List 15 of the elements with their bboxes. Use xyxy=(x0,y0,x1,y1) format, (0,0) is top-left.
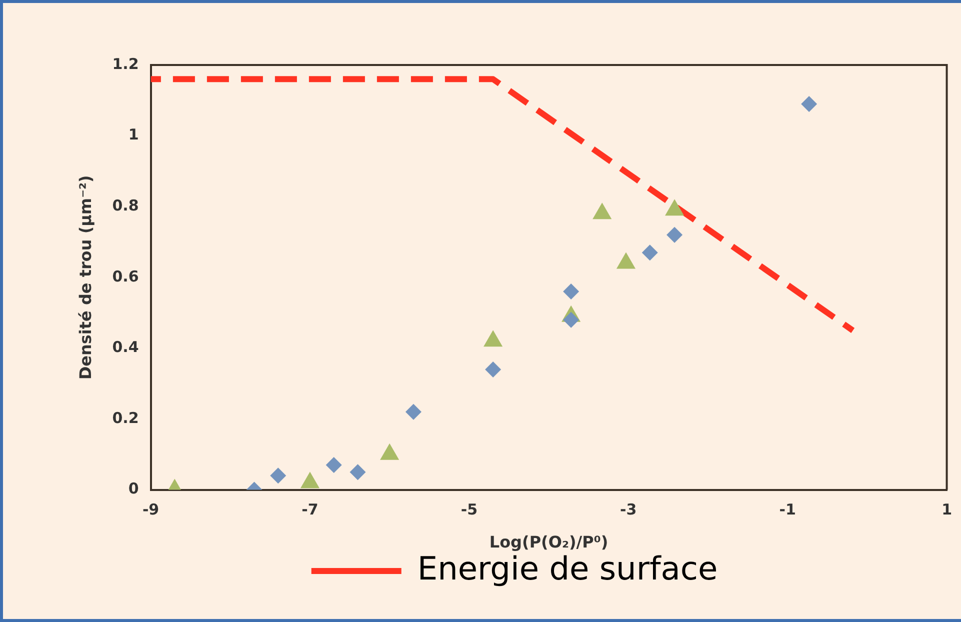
x-tick-label: -7 xyxy=(302,500,318,519)
y-tick-label: 0.2 xyxy=(112,408,139,427)
x-tick-label: 1 xyxy=(942,500,952,519)
x-tick-label: -3 xyxy=(620,500,637,519)
y-tick-label: 1 xyxy=(128,126,139,144)
y-axis-title: Densité de trou (µm⁻²) xyxy=(76,175,95,380)
y-tick-label: 0 xyxy=(128,480,139,498)
y-tick-label: 1.2 xyxy=(112,54,139,73)
x-tick-label: -5 xyxy=(460,500,478,519)
y-tick-label: 0.4 xyxy=(112,338,139,356)
y-tick-label: 0.8 xyxy=(112,196,139,214)
x-tick-label: -1 xyxy=(779,500,796,519)
y-tick-label: 0.6 xyxy=(112,267,139,286)
x-tick-label: -9 xyxy=(142,500,160,519)
x-axis-title: Log(P(O₂)/P⁰) xyxy=(489,532,608,552)
